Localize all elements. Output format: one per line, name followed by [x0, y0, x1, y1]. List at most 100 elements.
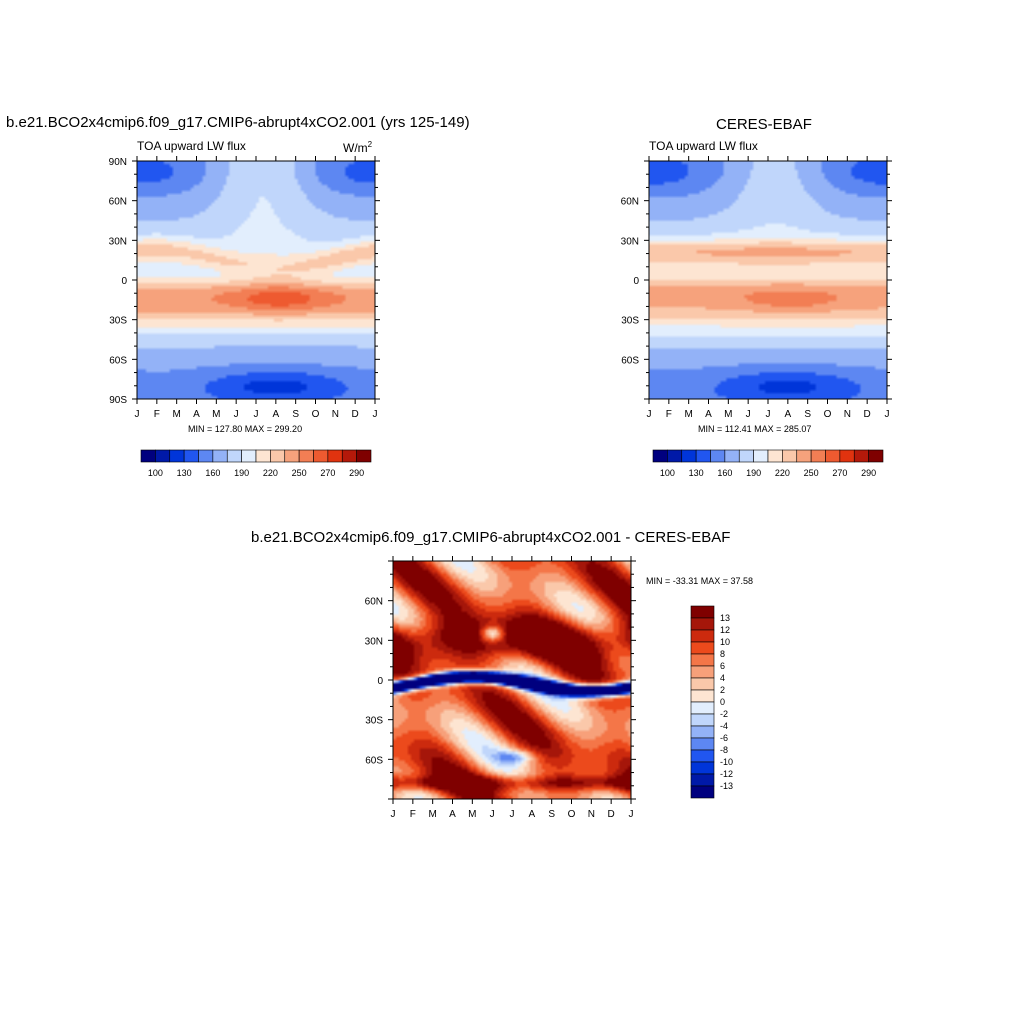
panel1-colorbar-swatch	[341, 449, 357, 463]
panel3-title: b.e21.BCO2x4cmip6.f09_g17.CMIP6-abrupt4x…	[251, 529, 731, 546]
panel3-ytick-label: 30N	[365, 636, 383, 647]
panel1-xtick-label: J	[254, 409, 259, 420]
panel3-colorbar-swatch	[690, 713, 715, 727]
panel3-colorbar-label: 8	[720, 649, 725, 659]
panel3-ytick-label: 60S	[365, 755, 383, 766]
panel1-colorbar-swatch	[255, 449, 271, 463]
panel1-ytick-label: 30S	[109, 316, 127, 327]
panel2-ytick-label: 30S	[621, 316, 639, 327]
panel2-subtitle: TOA upward LW flux	[649, 139, 758, 153]
panel3-colorbar-swatch	[690, 761, 715, 775]
panel1-colorbar-swatch	[327, 449, 343, 463]
panel1-xtick-label: J	[373, 409, 378, 420]
panel3-colorbar-swatch	[690, 725, 715, 739]
panel2-colorbar-label: 190	[746, 468, 761, 478]
panel2-xtick-label: O	[824, 409, 832, 420]
panel1-xtick-label: M	[212, 409, 220, 420]
panel3-xtick-label: F	[410, 809, 416, 820]
panel3-ytick-label: 0	[377, 676, 383, 687]
panel3-colorbar-label: -8	[720, 745, 728, 755]
panel2-xtick-label: N	[844, 409, 851, 420]
panel3-xtick-label: O	[568, 809, 576, 820]
panel2-colorbar-label: 270	[832, 468, 847, 478]
panel3-colorbar-swatch	[690, 737, 715, 751]
panel3-colorbar-label: 10	[720, 637, 730, 647]
panel3-colorbar-swatch	[690, 689, 715, 703]
panel2-colorbar-swatch	[753, 449, 769, 463]
panel2-ytick-label: 0	[633, 276, 639, 287]
panel1-ytick-label: 30N	[109, 236, 127, 247]
panel3-colorbar-label: 2	[720, 685, 725, 695]
panel1-colorbar-swatch	[183, 449, 199, 463]
panel1-xtick-label: J	[234, 409, 239, 420]
panel2-colorbar-swatch	[738, 449, 754, 463]
panel3-stats: MIN = -33.31 MAX = 37.58	[646, 576, 754, 586]
panel3-colorbar-swatch	[690, 629, 715, 643]
panel1-colorbar-label: 100	[148, 468, 163, 478]
panel2-colorbar-label: 100	[660, 468, 675, 478]
panel3-colorbar-swatch	[690, 749, 715, 763]
panel2-xtick-label: F	[666, 409, 672, 420]
panel2-field	[649, 161, 887, 399]
panel3-colorbar-swatch	[690, 701, 715, 715]
panel3-colorbar-label: 6	[720, 661, 725, 671]
panel1-xtick-label: F	[154, 409, 160, 420]
panel3-xtick-label: J	[490, 809, 495, 820]
panel3-field	[393, 561, 631, 799]
panel2-colorbar-label: 160	[717, 468, 732, 478]
panel3-xtick-label: J	[391, 809, 396, 820]
panel3-colorbar-swatch	[690, 665, 715, 679]
panel1-colorbar-label: 250	[292, 468, 307, 478]
panel3-colorbar-label: -10	[720, 757, 733, 767]
panel2-xtick-label: A	[705, 409, 712, 420]
panel2-colorbar-swatch	[767, 449, 783, 463]
panel1-xtick-label: S	[292, 409, 299, 420]
panel1-colorbar-label: 160	[205, 468, 220, 478]
panel1-colorbar-swatch	[140, 449, 156, 463]
panel1-colorbar-label: 270	[320, 468, 335, 478]
panel2-colorbar-label: 250	[804, 468, 819, 478]
panel2-xtick-label: M	[684, 409, 692, 420]
panel1-colorbar-swatch	[241, 449, 257, 463]
panel1-colorbar-label: 290	[349, 468, 364, 478]
panel1-xtick-label: A	[272, 409, 279, 420]
panel3-colorbar-swatch	[690, 617, 715, 631]
panel2-colorbar-label: 290	[861, 468, 876, 478]
panel1-ytick-label: 90S	[109, 395, 127, 406]
panel3-colorbar-label: 0	[720, 697, 725, 707]
panel2-title: CERES-EBAF	[716, 116, 812, 133]
panel2-ytick-label: 60S	[621, 355, 639, 366]
panel1-colorbar-label: 190	[234, 468, 249, 478]
panel3-colorbar-label: 12	[720, 625, 730, 635]
panel3-colorbar-label: 4	[720, 673, 725, 683]
panel3-colorbar-label: -4	[720, 721, 728, 731]
panel2-colorbar-swatch	[695, 449, 711, 463]
panel1-subtitle: TOA upward LW flux	[137, 139, 246, 153]
panel1-xtick-label: N	[332, 409, 339, 420]
panel1-colorbar-swatch	[270, 449, 286, 463]
panel3-colorbar-label: -2	[720, 709, 728, 719]
panel3-ytick-label: 30S	[365, 716, 383, 727]
panel3-colorbar-swatch	[690, 785, 715, 799]
panel3-xtick-label: N	[588, 809, 595, 820]
panel2-xtick-label: D	[864, 409, 871, 420]
panel1-xtick-label: M	[172, 409, 180, 420]
panel3-xtick-label: M	[468, 809, 476, 820]
panel3-xtick-label: S	[548, 809, 555, 820]
panel2-colorbar-swatch	[810, 449, 826, 463]
panel2-colorbar-swatch	[667, 449, 683, 463]
panel3-colorbar-swatch	[690, 605, 715, 619]
panel3-xtick-label: J	[629, 809, 634, 820]
panel1-colorbar-label: 220	[263, 468, 278, 478]
panel2-xtick-label: S	[804, 409, 811, 420]
panel2-colorbar-label: 130	[689, 468, 704, 478]
panel1-colorbar-swatch	[313, 449, 329, 463]
panel1-colorbar-swatch	[284, 449, 300, 463]
panel2-stats: MIN = 112.41 MAX = 285.07	[698, 424, 812, 434]
panel1-xtick-label: A	[193, 409, 200, 420]
panel1-ytick-label: 60N	[109, 197, 127, 208]
panel1-colorbar-label: 130	[177, 468, 192, 478]
panel1-colorbar-swatch	[226, 449, 242, 463]
panel1-ytick-label: 60S	[109, 355, 127, 366]
